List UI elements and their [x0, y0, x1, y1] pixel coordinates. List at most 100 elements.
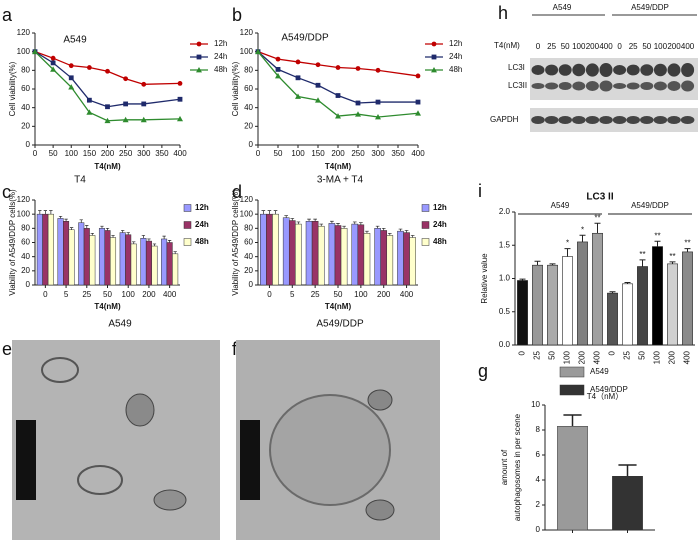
- bar: [161, 238, 168, 286]
- y-tick-label: 0: [26, 280, 31, 289]
- bar: [622, 283, 633, 346]
- band: [612, 116, 627, 124]
- bar: [145, 240, 152, 286]
- point: [315, 82, 321, 88]
- y-tick-label: 0: [536, 525, 541, 534]
- band: [640, 82, 654, 90]
- panel-letter: b: [232, 5, 242, 25]
- error-bar: [69, 227, 74, 230]
- dose-label: 100: [572, 42, 586, 51]
- point: [415, 99, 421, 105]
- band: [545, 82, 559, 90]
- x-tick-label: 25: [82, 290, 91, 299]
- band: [599, 63, 613, 77]
- significance-mark: **: [654, 231, 660, 240]
- x-axis-label: T4（nM）: [587, 392, 623, 401]
- error-bar: [152, 243, 157, 247]
- point: [415, 73, 421, 79]
- x-tick-label: 200: [668, 350, 677, 364]
- error-bar: [639, 259, 646, 267]
- bar: [409, 237, 416, 286]
- panel-letter: h: [498, 3, 508, 23]
- point: [68, 75, 74, 81]
- x-tick-label: 400: [683, 350, 692, 364]
- point: [335, 93, 341, 98]
- x-tick-label: 300: [371, 149, 385, 158]
- point: [68, 63, 74, 69]
- error-bar: [359, 222, 363, 225]
- blot-group-label: A549/DDP: [631, 3, 669, 12]
- dose-label: 400: [681, 42, 695, 51]
- organelle: [367, 389, 393, 411]
- point: [141, 81, 147, 87]
- bar: [57, 218, 64, 286]
- y-tick-label: 80: [244, 65, 253, 74]
- band: [653, 63, 667, 77]
- legend-label: 48h: [433, 237, 447, 246]
- legend-swatch: [421, 238, 430, 246]
- bar: [89, 235, 96, 286]
- bar: [380, 230, 388, 286]
- scale-bar: [240, 420, 260, 500]
- x-tick-label: 200: [142, 290, 156, 299]
- y-tick-label: 20: [21, 266, 30, 275]
- chart-title: T4: [74, 175, 86, 186]
- x-tick-label: 50: [638, 350, 647, 359]
- bar: [682, 251, 693, 346]
- error-bar: [410, 235, 415, 238]
- point: [335, 65, 341, 70]
- bar: [351, 223, 359, 286]
- x-tick-label: 400: [163, 290, 177, 299]
- y-tick-label: 20: [244, 266, 253, 275]
- x-tick-label: 0: [267, 290, 272, 299]
- error-bar: [609, 291, 616, 294]
- significance-mark: *: [581, 225, 584, 234]
- error-bar: [85, 225, 89, 229]
- x-tick-label: 400: [593, 350, 602, 364]
- x-tick-label: 0: [608, 350, 617, 355]
- x-tick-label: 200: [377, 290, 391, 299]
- point: [50, 66, 57, 72]
- bar: [110, 237, 117, 286]
- point: [355, 111, 361, 117]
- point: [50, 55, 56, 61]
- point: [86, 109, 93, 115]
- x-tick-label: 400: [173, 149, 187, 158]
- band: [681, 80, 695, 92]
- error-bar: [669, 261, 676, 264]
- bar: [532, 264, 543, 346]
- y-axis-label: Viability of A549/DDP cells(%): [231, 189, 240, 296]
- error-bar: [141, 235, 146, 239]
- x-tick-label: 0: [256, 149, 261, 158]
- x-tick-label: 200: [331, 149, 345, 158]
- bar: [42, 213, 49, 286]
- bar: [328, 223, 336, 286]
- y-tick-label: 1.5: [499, 240, 511, 249]
- band: [558, 116, 572, 124]
- panel-letter: i: [478, 181, 482, 201]
- y-tick-label: 0.5: [499, 307, 511, 316]
- legend-swatch: [421, 204, 430, 212]
- micrograph-image: [12, 340, 220, 540]
- y-tick-label: 40: [21, 252, 30, 261]
- legend-swatch: [183, 238, 192, 246]
- y-tick-label: 100: [17, 47, 31, 56]
- error-bar: [49, 210, 53, 215]
- dose-label: 0: [617, 42, 622, 51]
- y-tick-label: 6: [536, 450, 541, 459]
- panel-letter: a: [2, 5, 13, 25]
- micrograph-title: A549: [108, 319, 132, 330]
- chart-title: A549: [63, 35, 87, 46]
- error-bar: [387, 232, 392, 236]
- error-bar: [90, 232, 94, 236]
- panel-letter: e: [2, 339, 12, 359]
- band: [558, 82, 572, 90]
- x-tick-label: 100: [122, 290, 136, 299]
- point: [355, 66, 361, 71]
- x-axis-label: T4(nM): [325, 302, 352, 311]
- legend-label: 48h: [214, 65, 227, 74]
- point: [104, 117, 111, 124]
- y-tick-label: 60: [244, 84, 253, 93]
